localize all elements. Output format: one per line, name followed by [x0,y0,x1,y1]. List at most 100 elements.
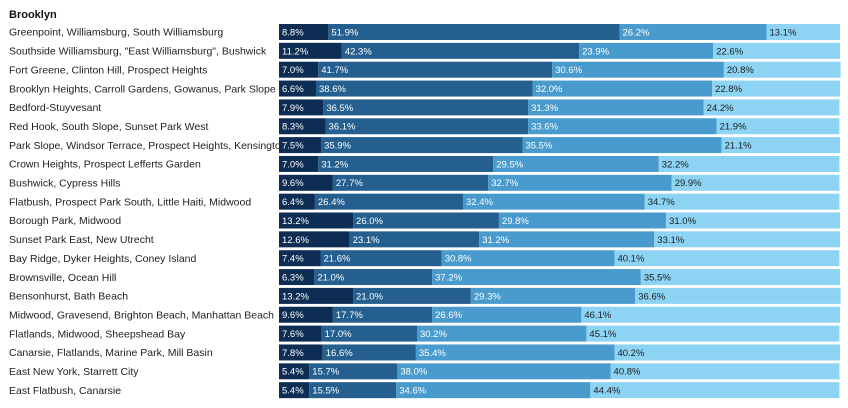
bar-segment-2 [353,287,471,304]
data-label: 7.5% [282,141,304,152]
bar-segment-3 [441,250,615,267]
bar-segment-4 [712,80,840,97]
row-label: East Flatbush, Canarsie [9,385,121,397]
row-label: Sunset Park East, New Utrecht [9,234,154,246]
bar-segment-4 [614,344,840,361]
data-label: 45.1% [589,329,616,340]
bar-segment-3 [528,99,704,116]
bar-segment-3 [397,363,611,380]
data-label: 13.2% [282,216,309,227]
data-label: 26.0% [356,216,383,227]
data-label: 46.1% [584,310,611,321]
data-label: 15.7% [312,367,339,378]
bar-segment-4 [654,231,840,248]
bar-segment-1 [279,382,310,399]
data-label: 21.9% [720,122,747,133]
bar-segment-4 [610,363,840,380]
bar-segment-4 [644,193,840,210]
data-label: 5.4% [282,367,304,378]
bar-segment-3 [470,287,636,304]
bar-segment-3 [463,193,645,210]
data-label: 22.8% [715,84,742,95]
bar-segment-4 [716,118,840,135]
data-label: 7.0% [282,65,304,76]
bar-segment-1 [279,155,319,172]
data-label: 6.4% [282,197,304,208]
row-label: Bay Ridge, Dyker Heights, Coney Island [9,253,196,265]
data-label: 29.9% [675,178,702,189]
row-label: Park Slope, Windsor Terrace, Prospect He… [9,140,287,152]
bar-segment-4 [713,42,840,59]
bar-segment-1 [279,137,322,154]
bar-segment-1 [279,174,333,191]
data-label: 7.9% [282,103,304,114]
data-label: 35.5% [525,141,552,152]
bar-segment-1 [279,24,329,40]
data-label: 31.0% [669,216,696,227]
bar-segment-4 [586,325,840,342]
row-label: Bensonhurst, Bath Beach [9,291,128,303]
data-label: 33.6% [531,122,558,133]
data-label: 40.2% [617,348,644,359]
data-label: 21.0% [317,272,344,283]
bar-segment-2 [325,118,529,135]
row-label: Flatbush, Prospect Park South, Little Ha… [9,196,251,208]
data-label: 33.1% [657,235,684,246]
bar-segment-2 [332,306,433,323]
row-label: Crown Heights, Prospect Lefferts Garden [9,159,201,171]
bar-segment-3 [432,306,582,323]
data-label: 32.0% [536,84,563,95]
data-label: 21.0% [356,291,383,302]
data-label: 32.7% [491,178,518,189]
bar-segment-2 [323,99,529,116]
bar-segment-3 [396,382,591,399]
bar-segment-1 [279,231,350,248]
bar-segment-1 [279,325,322,342]
data-label: 29.3% [474,291,501,302]
data-label: 42.3% [345,46,372,57]
data-label: 16.6% [326,348,353,359]
bar-segment-1 [279,80,317,97]
row-label: Greenpoint, Williamsburg, South Williams… [9,27,223,39]
bar-segment-3 [522,137,722,154]
data-label: 13.2% [282,291,309,302]
bar-segment-3 [432,269,641,286]
bar-segment-4 [766,24,840,40]
bar-segment-4 [723,61,841,78]
bar-segment-2 [341,42,580,59]
row-label: Brooklyn Heights, Carroll Gardens, Gowan… [9,83,276,95]
data-label: 26.6% [435,310,462,321]
bar-segment-3 [528,118,717,135]
data-label: 21.6% [324,254,351,265]
bar-segment-2 [353,212,499,229]
bar-segment-4 [703,99,840,116]
data-label: 32.4% [466,197,493,208]
chart-title: Brooklyn [9,9,57,21]
data-label: 6.6% [282,84,304,95]
data-label: 35.4% [419,348,446,359]
data-label: 13.1% [770,27,797,38]
bar-segment-4 [614,250,840,267]
data-label: 8.3% [282,122,304,133]
data-label: 36.1% [329,122,356,133]
row-label: East New York, Starrett City [9,366,139,378]
row-label: Red Hook, South Slope, Sunset Park West [9,121,208,133]
bar-segment-1 [279,306,333,323]
bar-segment-1 [279,212,354,229]
bar-segment-3 [552,61,724,78]
data-label: 24.2% [707,103,734,114]
data-label: 5.4% [282,386,304,397]
data-label: 11.2% [282,46,309,57]
data-label: 26.4% [318,197,345,208]
data-label: 35.5% [644,272,671,283]
bar-segment-2 [314,269,433,286]
row-label: Brownsville, Ocean Hill [9,272,116,284]
data-label: 30.2% [420,329,447,340]
bar-segment-2 [320,250,442,267]
data-label: 17.0% [325,329,352,340]
bar-segment-4 [640,269,841,286]
bar-segment-2 [328,24,620,40]
bar-segment-1 [279,344,323,361]
bar-segment-4 [666,212,840,229]
